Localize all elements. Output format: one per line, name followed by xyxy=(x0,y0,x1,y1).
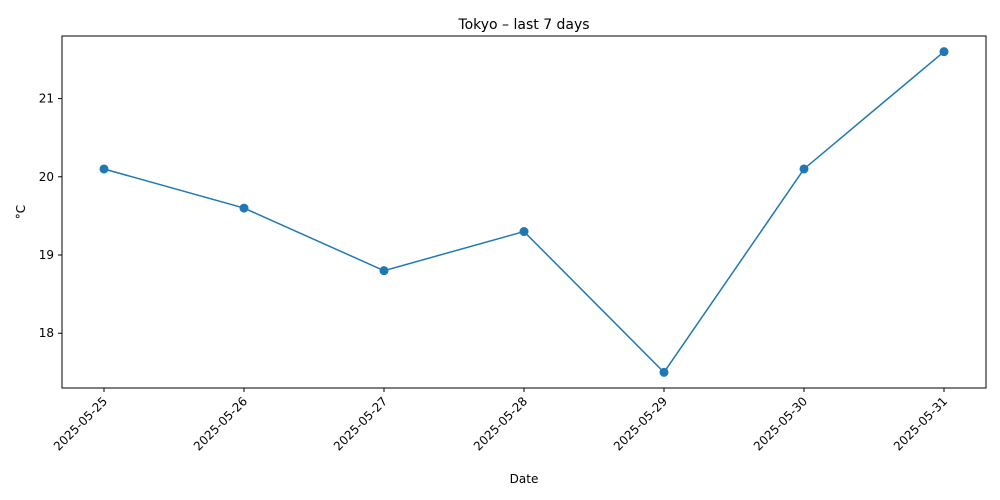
data-point xyxy=(799,164,809,174)
x-axis-title: Date xyxy=(510,472,539,486)
y-tick-label: 21 xyxy=(39,92,54,106)
y-tick-label: 18 xyxy=(39,326,54,340)
data-point xyxy=(939,47,949,57)
y-axis-title: °C xyxy=(14,205,28,219)
data-point xyxy=(379,266,389,276)
y-tick-label: 19 xyxy=(39,248,54,262)
y-tick-label: 20 xyxy=(39,170,54,184)
data-point xyxy=(659,367,669,377)
series-layer xyxy=(99,47,949,377)
data-point xyxy=(519,227,529,237)
data-point xyxy=(99,164,109,174)
data-point xyxy=(239,203,249,213)
plot-area-frame xyxy=(61,35,987,389)
y-axis-ticks: 18 19 20 21 xyxy=(39,92,62,340)
chart-title: Tokyo – last 7 days xyxy=(457,17,589,33)
